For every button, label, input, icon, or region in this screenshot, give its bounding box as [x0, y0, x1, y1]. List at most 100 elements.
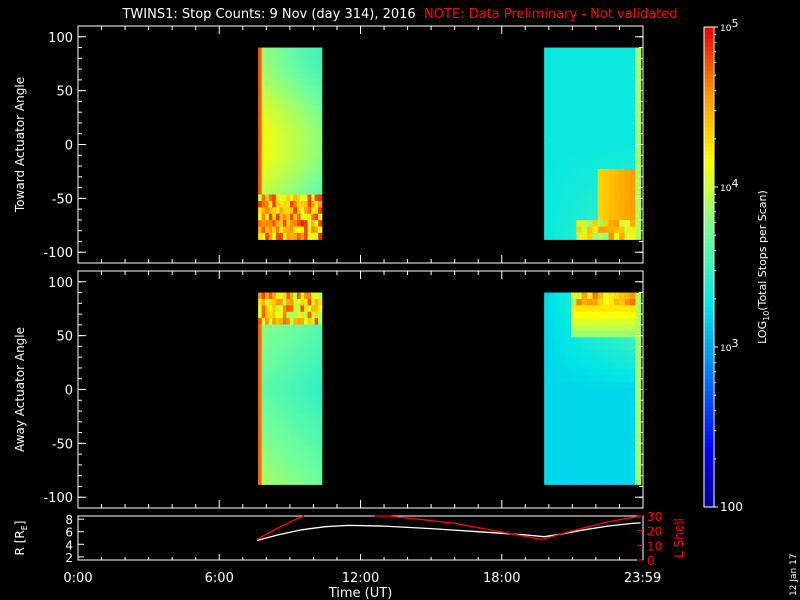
toward-heatmap-cell: [608, 124, 615, 132]
toward-heatmap-cell: [265, 85, 270, 93]
away-heatmap-cell: [258, 292, 263, 300]
away-heatmap-cell: [613, 413, 620, 421]
toward-heatmap-cell: [265, 111, 270, 119]
toward-heatmap-cell: [635, 162, 642, 170]
away-heatmap-cell: [318, 420, 323, 428]
toward-heatmap-cell: [635, 188, 642, 196]
away-heatmap-cell: [296, 356, 302, 364]
away-heatmap-cell: [293, 413, 298, 421]
away-heatmap-cell: [587, 401, 593, 409]
toward-heatmap-cell: [619, 162, 626, 170]
toward-ylabel: Toward Actuator Angle: [13, 77, 27, 213]
toward-heatmap-cell: [282, 60, 287, 68]
away-heatmap-cell: [608, 375, 615, 383]
away-heatmap-cell: [554, 439, 561, 447]
away-heatmap-cell: [624, 445, 631, 453]
away-heatmap-cell: [581, 420, 588, 428]
away-heatmap-cell: [624, 305, 631, 313]
away-heatmap-cell: [279, 311, 284, 319]
colorbar-step: [704, 51, 714, 56]
toward-heatmap-cell: [272, 220, 277, 228]
colorbar-label: LOG10(Total Stops per Scan): [756, 190, 771, 344]
toward-heatmap-cell: [261, 66, 266, 74]
away-heatmap-cell: [576, 452, 583, 460]
away-heatmap-cell: [570, 382, 577, 390]
toward-heatmap-cell: [592, 181, 599, 189]
orbit-ytick-left-label: 2: [65, 551, 73, 565]
toward-heatmap-cell: [587, 98, 593, 106]
colorbar-step: [704, 67, 714, 72]
toward-heatmap-cell: [613, 98, 620, 106]
away-heatmap-cell: [570, 330, 577, 338]
toward-heatmap-cell: [279, 66, 284, 74]
toward-heatmap-cell: [560, 207, 567, 215]
l-shell-line: [256, 515, 305, 541]
toward-heatmap-cell: [307, 149, 312, 157]
away-heatmap-cell: [282, 388, 287, 396]
toward-heatmap-cell: [549, 181, 556, 189]
toward-heatmap-cell: [307, 60, 312, 68]
toward-heatmap-cell: [565, 149, 572, 157]
toward-ytick-label: 50: [56, 85, 73, 100]
away-heatmap-cell: [289, 375, 295, 383]
away-heatmap-cell: [268, 298, 273, 306]
away-heatmap-cell: [603, 356, 610, 364]
away-heatmap-cell: [307, 394, 312, 402]
away-heatmap-cell: [624, 350, 631, 358]
away-heatmap-cell: [560, 305, 567, 313]
away-heatmap-cell: [293, 426, 298, 434]
away-heatmap-cell: [581, 426, 588, 434]
away-heatmap-cell: [629, 413, 636, 421]
toward-heatmap-cell: [258, 213, 263, 221]
toward-heatmap-cell: [261, 200, 266, 208]
away-heatmap-cell: [307, 465, 312, 473]
away-heatmap-cell: [597, 407, 604, 415]
toward-heatmap-cell: [587, 213, 593, 221]
toward-heatmap-cell: [268, 92, 273, 100]
away-heatmap-cell: [576, 413, 583, 421]
toward-heatmap-cell: [608, 111, 615, 119]
toward-heatmap-cell: [629, 92, 636, 100]
away-heatmap-cell: [549, 465, 556, 473]
away-heatmap-cell: [300, 375, 305, 383]
toward-heatmap-cell: [258, 111, 263, 119]
away-heatmap-cell: [258, 343, 263, 351]
toward-heatmap-cell: [570, 220, 577, 228]
away-heatmap-cell: [314, 292, 319, 300]
away-heatmap-cell: [272, 305, 277, 313]
toward-heatmap-cell: [286, 194, 291, 202]
away-heatmap-cell: [265, 388, 270, 396]
toward-heatmap-cell: [282, 85, 287, 93]
toward-heatmap-cell: [258, 226, 263, 234]
away-heatmap-cell: [318, 413, 323, 421]
away-heatmap-cell: [258, 388, 263, 396]
toward-heatmap-cell: [554, 175, 561, 183]
away-heatmap-cell: [549, 369, 556, 377]
toward-heatmap-cell: [314, 162, 319, 170]
toward-heatmap-cell: [544, 53, 551, 61]
away-heatmap-cell: [268, 452, 273, 460]
away-heatmap-cell: [272, 420, 277, 428]
toward-heatmap-cell: [560, 92, 567, 100]
away-heatmap-cell: [624, 388, 631, 396]
away-heatmap-cell: [268, 426, 273, 434]
toward-heatmap-cell: [268, 53, 273, 61]
toward-heatmap-cell: [314, 143, 319, 151]
away-heatmap-cell: [275, 445, 280, 453]
toward-heatmap-cell: [314, 92, 319, 100]
orbit-ytick-right-label: 20: [647, 525, 662, 539]
toward-heatmap-cell: [581, 162, 588, 170]
toward-heatmap-cell: [275, 143, 280, 151]
colorbar-step: [704, 39, 714, 44]
away-heatmap-cell: [265, 337, 270, 345]
toward-heatmap-cell: [581, 188, 588, 196]
away-heatmap-cell: [286, 477, 291, 485]
away-heatmap-cell: [624, 420, 631, 428]
toward-heatmap-cell: [587, 85, 593, 93]
away-heatmap-cell: [544, 350, 551, 358]
toward-heatmap-cell: [300, 53, 305, 61]
toward-heatmap-cell: [576, 111, 583, 119]
away-heatmap-cell: [565, 401, 572, 409]
away-heatmap-cell: [311, 388, 316, 396]
colorbar-step: [704, 287, 714, 292]
